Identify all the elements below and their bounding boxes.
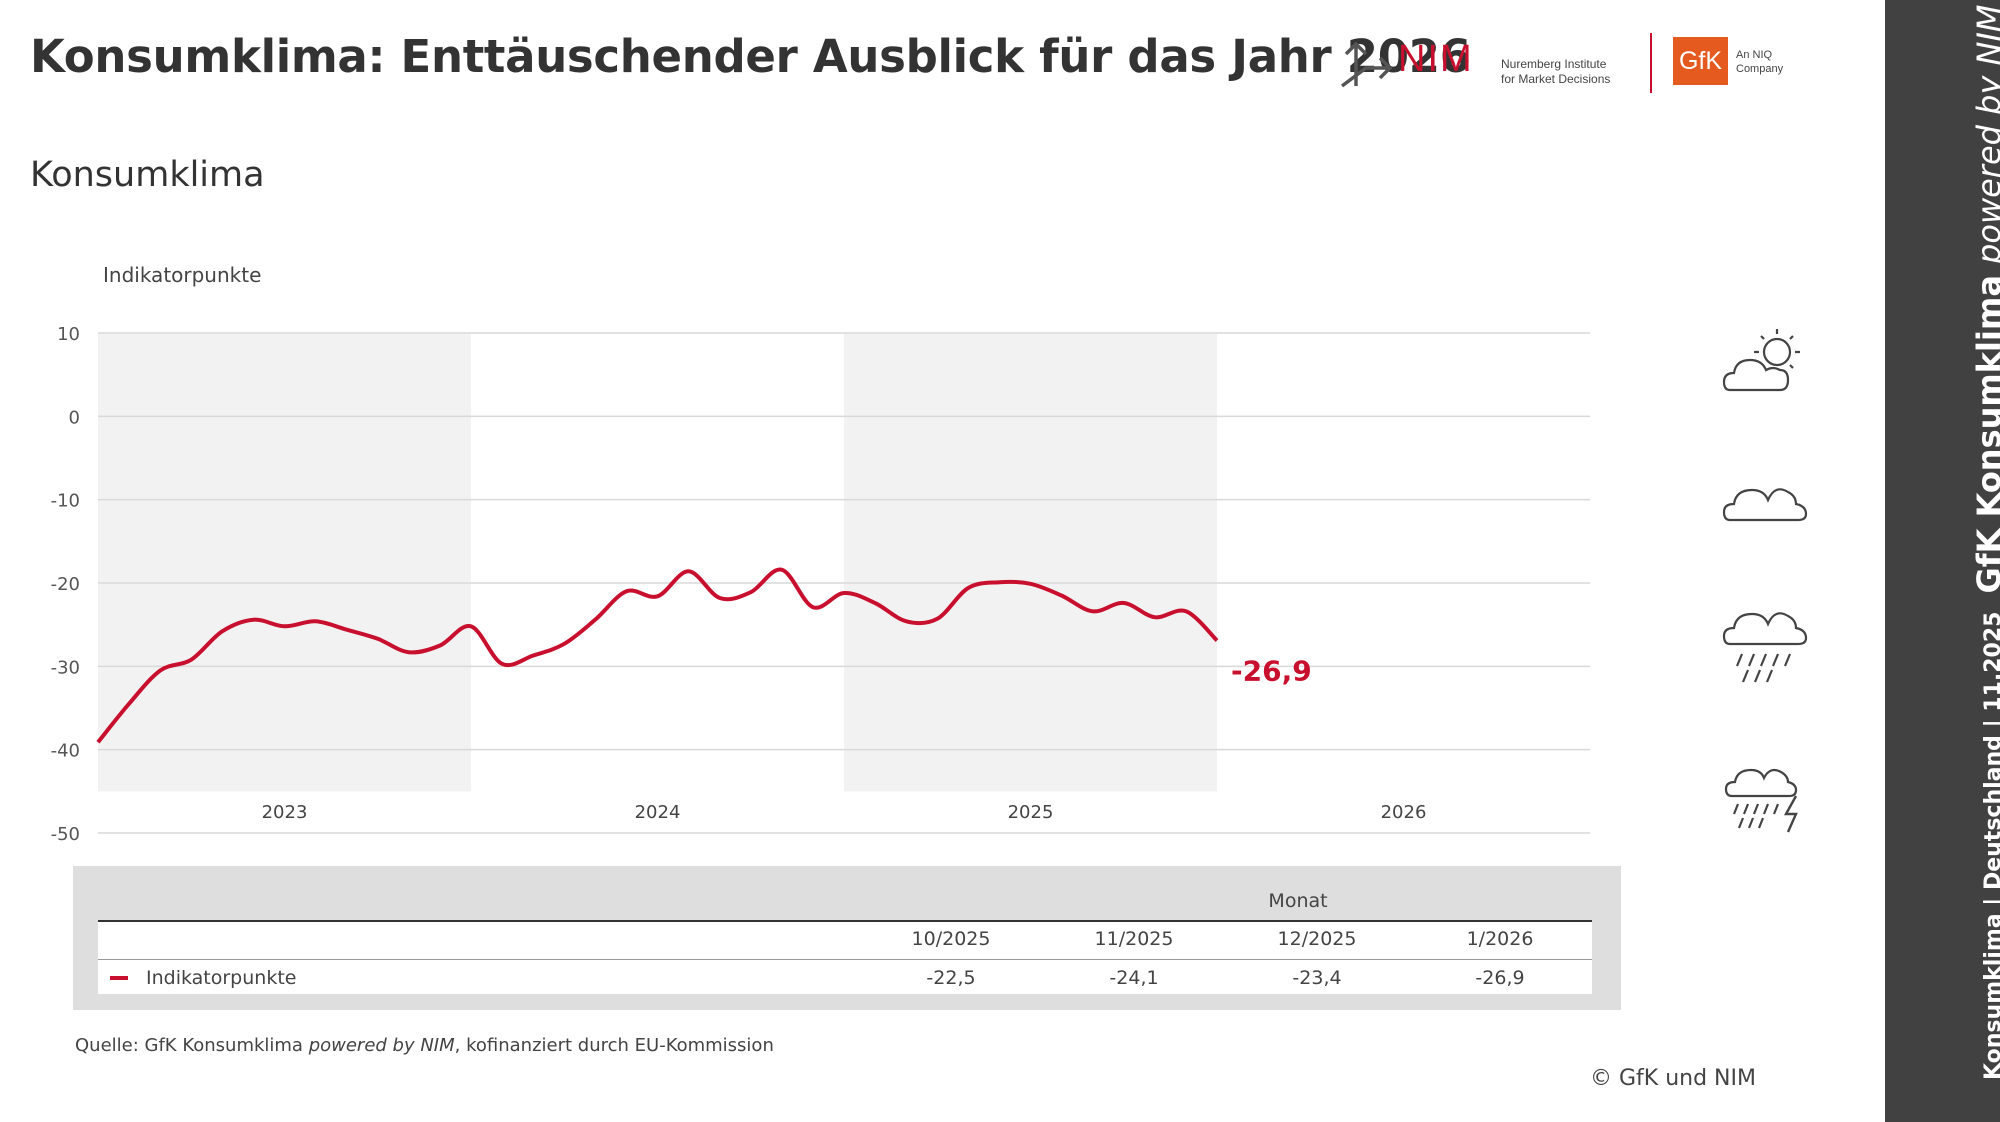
storm-cloud-icon <box>1724 768 1798 833</box>
side-banner-title: GfK Konsumklima powered by NIM <box>1970 4 2000 594</box>
side-banner-text: Konsumklima | Deutschland | 11.2025 GfK K… <box>1970 4 2000 1080</box>
y-tick-label: 0 <box>69 407 80 428</box>
table-cell: -22,5 <box>926 967 976 989</box>
x-year-label: 2024 <box>635 802 681 823</box>
table-cell: -26,9 <box>1475 967 1525 989</box>
rain-cloud-icon <box>1722 612 1808 683</box>
copyright: © GfK und NIM <box>1590 1066 1756 1091</box>
series-line <box>96 567 1219 744</box>
y-tick-label: -30 <box>51 657 80 678</box>
last-value-label: -26,9 <box>1231 655 1312 688</box>
nim-arrow-icon <box>1340 41 1393 88</box>
line-chart: 10 0 -10 -20 -30 -40 -50 Indikatorpunkte 2023 202… <box>51 263 1590 845</box>
logo-area: NIM Nuremberg Institute for Market Decis… <box>1338 30 1798 100</box>
data-table: Monat 10/2025 11/2025 12/2025 1/2026 Ind… <box>73 866 1621 1010</box>
side-banner-label: Konsumklima | Deutschland | 11.2025 <box>1981 611 2000 1080</box>
page-title: Konsumklima: Enttäuschender Ausblick für… <box>30 30 1471 83</box>
table-row-label: Indikatorpunkte <box>146 967 297 989</box>
table-column-group: Monat <box>1268 890 1328 912</box>
x-year-label: 2023 <box>262 802 308 823</box>
table-header-rule <box>98 920 1592 922</box>
legend-swatch <box>110 976 128 980</box>
table-col-header: 10/2025 <box>911 928 991 950</box>
x-year-label: 2025 <box>1008 802 1054 823</box>
sun-cloud-icon <box>1722 329 1800 392</box>
x-year-label: 2026 <box>1381 802 1427 823</box>
logo-separator <box>1650 33 1652 93</box>
table-col-header: 12/2025 <box>1277 928 1357 950</box>
gfk-logo: GfK <box>1673 37 1728 85</box>
y-tick-label: -40 <box>51 741 80 762</box>
y-axis-label: Indikatorpunkte <box>103 263 261 287</box>
year-band <box>844 333 1217 792</box>
table-col-header: 11/2025 <box>1094 928 1174 950</box>
table-row-rule <box>98 959 1592 960</box>
y-tick-label: -50 <box>51 824 80 845</box>
table-body-bg <box>98 922 1592 994</box>
nim-logo-subtitle: Nuremberg Institute for Market Decisions <box>1501 57 1611 86</box>
table-cell: -24,1 <box>1109 967 1159 989</box>
y-tick-label: -10 <box>51 491 80 512</box>
cloud-icon <box>1722 488 1808 522</box>
source-note: Quelle: GfK Konsumklima powered by NIM, … <box>75 1035 774 1056</box>
table-cell: -23,4 <box>1292 967 1342 989</box>
year-band <box>98 333 471 792</box>
table-col-header: 1/2026 <box>1466 928 1534 950</box>
nim-logo-text: NIM <box>1398 38 1474 80</box>
y-tick-label: 10 <box>57 324 80 345</box>
gfk-logo-subtitle: An NIQ Company <box>1736 49 1784 75</box>
y-tick-label: -20 <box>51 574 80 595</box>
side-banner <box>1885 0 2000 1122</box>
chart-subtitle: Konsumklima <box>30 155 265 195</box>
